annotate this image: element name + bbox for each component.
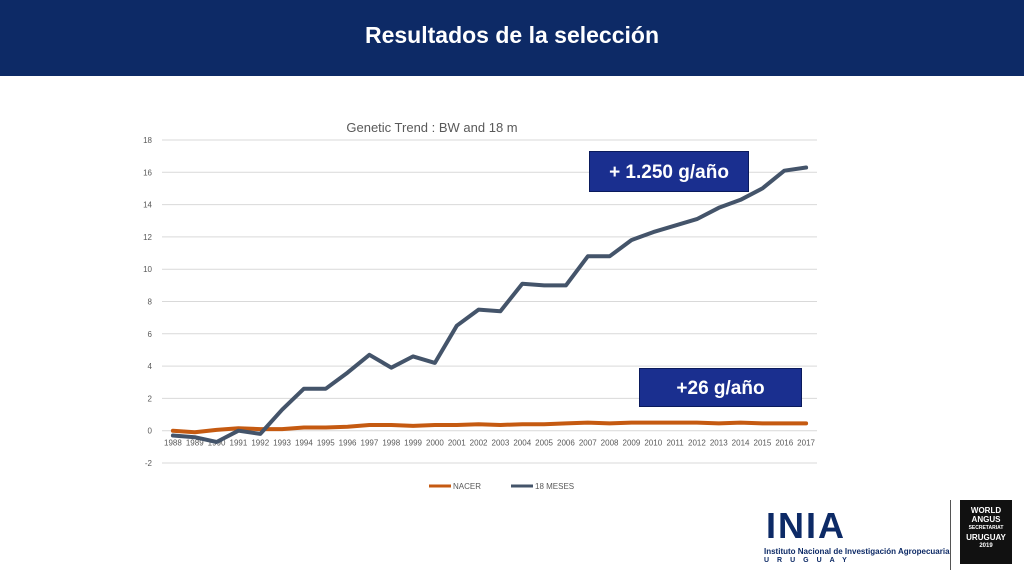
y-tick-label: 2 bbox=[148, 394, 153, 403]
inia-logo: INIA bbox=[766, 505, 846, 546]
title-bar bbox=[0, 0, 1024, 76]
y-tick-label: 14 bbox=[143, 201, 152, 210]
world-angus-line: SECRETARIAT bbox=[968, 525, 1004, 531]
chart-title: Genetic Trend : BW and 18 m bbox=[346, 120, 517, 135]
x-tick-label: 1995 bbox=[317, 439, 335, 448]
x-tick-label: 2003 bbox=[492, 439, 510, 448]
y-tick-label: 6 bbox=[148, 330, 153, 339]
legend-label: NACER bbox=[453, 482, 481, 491]
x-tick-label: 1992 bbox=[251, 439, 269, 448]
y-tick-label: 18 bbox=[143, 136, 152, 145]
x-tick-label: 2014 bbox=[732, 439, 750, 448]
x-tick-label: 2013 bbox=[710, 439, 728, 448]
x-tick-label: 2007 bbox=[579, 439, 597, 448]
legend-label: 18 MESES bbox=[535, 482, 574, 491]
x-tick-label: 2004 bbox=[513, 439, 531, 448]
x-tick-label: 2012 bbox=[688, 439, 706, 448]
x-tick-label: 1998 bbox=[382, 439, 400, 448]
world-angus-line: URUGUAY bbox=[966, 533, 1006, 542]
world-angus-line: WORLD bbox=[970, 506, 1002, 515]
y-tick-label: 8 bbox=[148, 298, 153, 307]
x-tick-label: 2001 bbox=[448, 439, 466, 448]
world-angus-line: ANGUS bbox=[971, 515, 1001, 524]
x-tick-label: 2000 bbox=[426, 439, 444, 448]
x-tick-label: 1993 bbox=[273, 439, 291, 448]
logo-divider bbox=[950, 500, 951, 570]
x-tick-label: 2008 bbox=[601, 439, 619, 448]
callout-18-meses-gain: + 1.250 g/año bbox=[589, 151, 749, 192]
y-tick-label: 4 bbox=[148, 362, 153, 371]
x-tick-label: 1999 bbox=[404, 439, 422, 448]
x-tick-label: 2011 bbox=[666, 439, 684, 448]
y-tick-label: 0 bbox=[148, 427, 153, 436]
inia-country: URUGUAY bbox=[764, 557, 855, 564]
x-tick-label: 1989 bbox=[186, 439, 204, 448]
x-tick-label: 2010 bbox=[644, 439, 662, 448]
y-tick-label: 12 bbox=[143, 233, 152, 242]
world-angus-logo: WORLD ANGUS SECRETARIAT URUGUAY 2019 bbox=[960, 500, 1012, 564]
x-tick-label: 2005 bbox=[535, 439, 553, 448]
y-tick-label: 16 bbox=[143, 168, 152, 177]
x-tick-label: 2009 bbox=[623, 439, 641, 448]
slide-title: Resultados de la selección bbox=[364, 22, 659, 48]
world-angus-line: 2019 bbox=[979, 543, 993, 549]
x-tick-label: 1997 bbox=[361, 439, 379, 448]
x-tick-label: 2006 bbox=[557, 439, 575, 448]
x-tick-label: 2002 bbox=[470, 439, 488, 448]
series-line-nacer bbox=[170, 420, 809, 435]
x-tick-label: 1994 bbox=[295, 439, 313, 448]
x-tick-label: 2016 bbox=[775, 439, 793, 448]
y-tick-label: -2 bbox=[145, 459, 153, 468]
y-tick-label: 10 bbox=[143, 265, 152, 274]
x-tick-label: 2015 bbox=[754, 439, 772, 448]
x-tick-label: 1991 bbox=[230, 439, 248, 448]
x-tick-label: 2017 bbox=[797, 439, 815, 448]
x-tick-label: 1988 bbox=[164, 439, 182, 448]
inia-name: Instituto Nacional de Investigación Agro… bbox=[764, 547, 950, 556]
x-tick-label: 1996 bbox=[339, 439, 357, 448]
callout-nacer-gain: +26 g/año bbox=[639, 368, 802, 407]
series-line-18-meses bbox=[170, 165, 809, 444]
logo-area: INIA Instituto Nacional de Investigación… bbox=[760, 500, 1024, 576]
